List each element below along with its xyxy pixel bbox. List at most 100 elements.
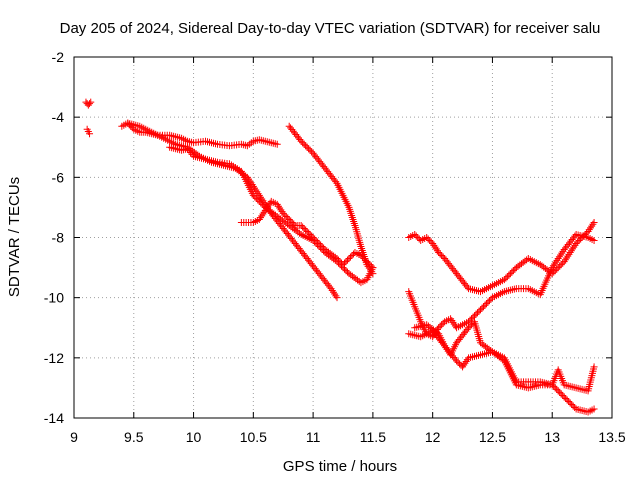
data-point (366, 266, 374, 274)
data-point (260, 208, 268, 216)
series-g (285, 122, 377, 278)
series-f (237, 197, 377, 272)
data-point (568, 400, 576, 408)
data-point (571, 232, 579, 240)
data-point (584, 227, 592, 235)
data-points (82, 98, 598, 416)
data-point (465, 324, 473, 332)
data-point (476, 306, 484, 314)
data-point (315, 240, 323, 248)
data-point (589, 220, 597, 228)
data-point (559, 391, 567, 399)
data-point (429, 240, 437, 248)
data-point (450, 320, 458, 328)
y-tick-label: -4 (52, 109, 65, 125)
data-point (475, 307, 483, 315)
data-point (309, 234, 317, 241)
data-point (553, 265, 561, 273)
y-tick-labels: -14 -12 -10 -8 -6 -4 -2 (44, 49, 64, 426)
data-point (554, 264, 562, 272)
data-point (588, 222, 596, 230)
data-point (255, 215, 263, 223)
data-point (570, 243, 578, 251)
data-point (318, 243, 326, 251)
x-tick-label: 11.5 (360, 429, 386, 445)
data-point (252, 186, 260, 194)
data-point (426, 237, 434, 245)
data-point (462, 357, 470, 365)
data-point (478, 304, 486, 312)
data-point (299, 223, 307, 231)
data-point (503, 273, 511, 281)
data-point (299, 139, 307, 147)
data-point (288, 218, 296, 226)
data-point (557, 261, 565, 269)
data-point (274, 202, 282, 210)
data-point (506, 270, 514, 278)
data-point (345, 255, 353, 263)
data-point (340, 259, 348, 267)
data-point (565, 397, 573, 405)
data-point (259, 210, 267, 218)
data-point (453, 357, 461, 365)
y-tick-label: -14 (44, 410, 64, 426)
series-b (83, 125, 94, 138)
data-point (305, 229, 313, 237)
data-point (306, 230, 314, 238)
data-point (449, 318, 457, 326)
y-tick-label: -8 (52, 230, 65, 246)
data-point (465, 318, 473, 326)
data-point (265, 201, 273, 209)
data-point (306, 146, 314, 154)
data-point (327, 285, 335, 293)
data-point (552, 258, 560, 266)
data-point (255, 191, 263, 199)
data-point (273, 140, 281, 148)
data-point (436, 322, 444, 330)
data-point (311, 235, 319, 243)
x-tick-label: 13 (544, 429, 560, 445)
data-point (369, 270, 377, 278)
data-point (312, 237, 320, 245)
data-point (564, 252, 572, 260)
data-point (305, 145, 313, 153)
data-point (273, 200, 281, 208)
data-point (342, 258, 350, 266)
data-point (441, 342, 449, 350)
data-point (554, 387, 562, 395)
data-point (548, 264, 556, 272)
data-point (558, 249, 566, 257)
data-point (435, 249, 443, 257)
data-point (297, 221, 305, 229)
data-point (454, 358, 462, 366)
y-tick-label: -6 (52, 169, 65, 185)
data-point (563, 396, 571, 404)
chart-title: Day 205 of 2024, Sidereal Day-to-day VTE… (60, 20, 601, 37)
series-h (405, 218, 598, 296)
data-point (261, 206, 269, 214)
data-point (424, 235, 432, 243)
data-point (279, 209, 287, 217)
data-point (339, 261, 347, 269)
data-point (317, 241, 325, 249)
axis-ticks (73, 56, 613, 419)
data-point (431, 243, 439, 251)
data-point (435, 324, 443, 332)
data-point (251, 193, 259, 201)
data-point (302, 142, 310, 150)
data-point (300, 140, 308, 148)
data-point (346, 253, 354, 261)
data-point (548, 381, 556, 389)
data-point (590, 405, 598, 413)
data-point (551, 384, 559, 392)
data-point (364, 262, 372, 270)
data-point (342, 267, 350, 275)
data-point (363, 261, 371, 269)
data-point (258, 200, 266, 208)
data-point (349, 250, 357, 258)
y-tick-label: -12 (44, 350, 64, 366)
data-point (262, 205, 270, 213)
series-k (411, 318, 598, 416)
x-tick-label: 12.5 (479, 429, 506, 445)
data-point (468, 321, 476, 329)
